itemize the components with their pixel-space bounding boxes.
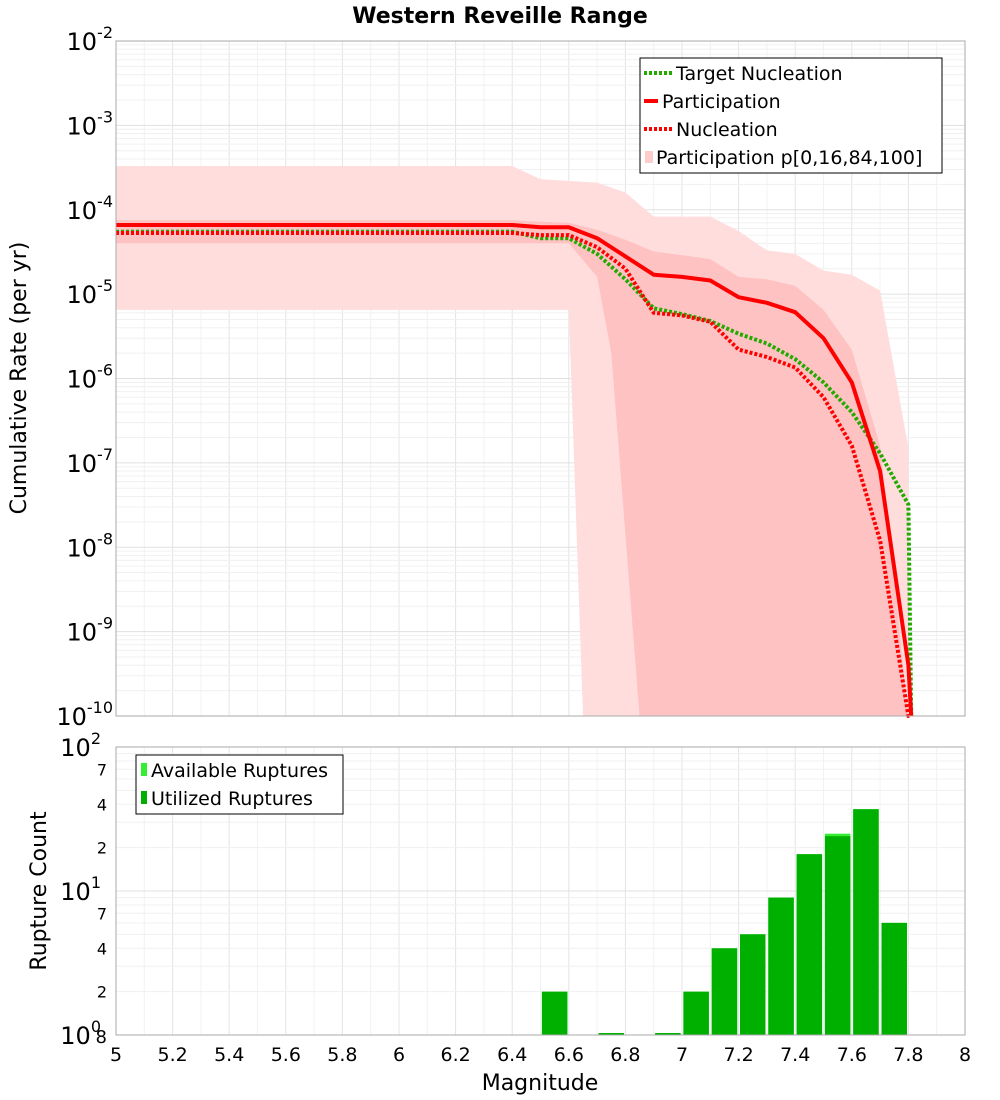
rate-y-tick-label: 10-2	[67, 23, 114, 56]
legend-label-participation-band: Participation p[0,16,84,100]	[656, 147, 922, 169]
rate-plot: 10-2 10-3 10-4 10-5 10-6 10-7 10-8 10-9 10-10 Cu…	[7, 23, 966, 731]
legend-label-nucleation: Nucleation	[676, 119, 778, 141]
count-y-tick-labels: 100 101 102 2 4 7 2 4 7 8	[60, 729, 107, 1050]
count-plot-frame	[115, 746, 966, 1036]
bar-utilized-ruptures	[768, 897, 794, 1035]
legend-label-participation: Participation	[662, 91, 781, 113]
x-tick-label: 7	[676, 1044, 688, 1066]
x-tick-label: 6.2	[440, 1044, 470, 1066]
count-plot-bars	[541, 809, 907, 1035]
x-tick-label: 5.2	[157, 1044, 187, 1066]
x-tick-label: 6.6	[554, 1044, 584, 1066]
count-y-minor-label: 4	[97, 795, 107, 814]
x-tick-label: 5	[110, 1044, 122, 1066]
bar-utilized-ruptures	[740, 934, 766, 1035]
rate-y-axis-label: Cumulative Rate (per yr)	[7, 242, 32, 515]
x-tick-labels: 5 5.2 5.4 5.6 5.8 6 6.2 6.4 6.6 6.8 7 7.2 7.4 7.6 7.8 8	[110, 1044, 971, 1066]
count-y-major-label: 102	[60, 729, 101, 762]
legend-swatch-available	[141, 763, 147, 776]
x-tick-label: 6	[393, 1044, 405, 1066]
rate-y-tick-labels: 10-2 10-3 10-4 10-5 10-6 10-7 10-8 10-9 10-10	[56, 23, 113, 731]
legend-swatch-utilized	[141, 791, 147, 804]
rate-plot-frame	[115, 40, 966, 717]
bar-utilized-ruptures	[541, 991, 568, 1035]
rate-y-tick-label: 10-5	[67, 276, 114, 309]
bar-utilized-ruptures	[853, 809, 879, 1035]
count-plot: 100 101 102 2 4 7 2 4 7 8 5 5.2 5.4 5.6 5.8 6 6.2 6.4 6.6…	[27, 729, 971, 1096]
rate-y-tick-label: 10-8	[67, 529, 114, 562]
x-tick-label: 7.6	[837, 1044, 867, 1066]
legend-label-utilized: Utilized Ruptures	[151, 788, 313, 810]
rate-y-tick-label: 10-3	[67, 107, 114, 140]
rate-y-tick-label: 10-7	[67, 445, 114, 478]
x-tick-label: 6.8	[610, 1044, 640, 1066]
rate-y-tick-label: 10-10	[56, 698, 113, 731]
chart-title: Western Reveille Range	[352, 4, 648, 29]
x-tick-label: 5.4	[214, 1044, 244, 1066]
rate-plot-bands	[116, 166, 909, 717]
rate-legend-box	[639, 57, 943, 174]
x-tick-label: 7.4	[780, 1044, 810, 1066]
bar-utilized-ruptures	[796, 854, 823, 1035]
count-y-minor-label: 2	[97, 983, 107, 1002]
bar-utilized-ruptures	[683, 991, 709, 1035]
rate-plot-lines	[116, 223, 914, 718]
count-y-bottom-label: 8	[96, 1027, 107, 1048]
count-y-axis-label: Rupture Count	[27, 811, 52, 971]
bar-utilized-ruptures	[655, 1033, 681, 1035]
count-y-minor-label: 2	[97, 839, 107, 858]
count-y-minor-label: 7	[97, 904, 107, 923]
x-tick-label: 5.8	[327, 1044, 357, 1066]
bar-utilized-ruptures	[824, 836, 851, 1035]
x-tick-label: 5.6	[271, 1044, 301, 1066]
count-y-major-label: 100	[60, 1017, 101, 1050]
count-legend: Available Ruptures Utilized Ruptures	[135, 754, 344, 815]
legend-label-available: Available Ruptures	[151, 760, 328, 782]
count-y-minor-label: 4	[97, 939, 107, 958]
count-y-major-label: 101	[60, 873, 101, 906]
count-y-minor-label: 7	[97, 760, 107, 779]
bar-utilized-ruptures	[711, 948, 738, 1035]
rate-y-tick-label: 10-6	[67, 361, 114, 394]
rate-y-tick-label: 10-4	[67, 192, 114, 225]
legend-label-target-nucleation: Target Nucleation	[675, 63, 843, 85]
count-legend-box	[135, 754, 344, 815]
bar-utilized-ruptures	[881, 922, 907, 1035]
band-p16-p84	[116, 220, 909, 717]
legend-swatch-participation-band	[645, 151, 653, 163]
bar-utilized-ruptures	[598, 1033, 624, 1035]
rate-y-tick-label: 10-9	[67, 614, 114, 647]
line-nucleation	[116, 231, 912, 718]
x-tick-label: 7.8	[893, 1044, 923, 1066]
x-tick-label: 7.2	[723, 1044, 753, 1066]
x-tick-label: 6.4	[497, 1044, 527, 1066]
x-tick-label: 8	[959, 1044, 971, 1066]
rate-legend: Target Nucleation Participation Nucleati…	[639, 57, 943, 174]
x-axis-label: Magnitude	[482, 1071, 599, 1096]
line-participation	[116, 223, 914, 717]
